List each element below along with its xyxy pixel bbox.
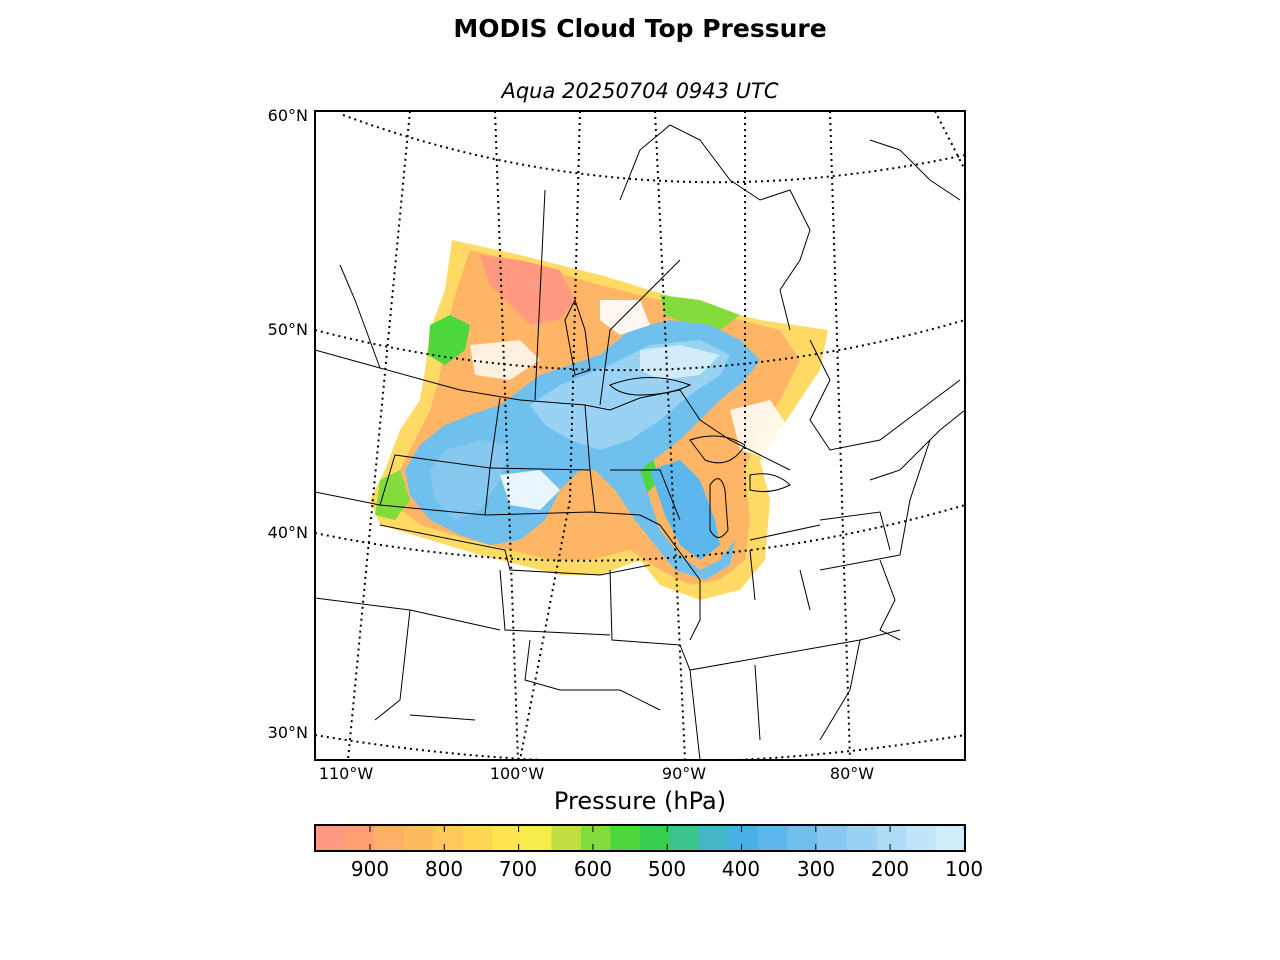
colorbar-segment xyxy=(905,825,937,851)
map-frame xyxy=(314,110,966,761)
figure-title: MODIS Cloud Top Pressure xyxy=(453,14,827,43)
graticule xyxy=(315,111,965,760)
lat-label-40: 40°N xyxy=(267,523,308,542)
lon-label-100w: 100°W xyxy=(489,764,545,783)
boundaries xyxy=(315,124,965,760)
colorbar-segment xyxy=(935,825,966,851)
colorbar-tick-label: 500 xyxy=(647,857,687,881)
colorbar-segment xyxy=(374,825,405,851)
lat-label-50: 50°N xyxy=(267,320,308,339)
colorbar-segment xyxy=(403,825,434,851)
colorbar-segment xyxy=(315,825,346,851)
colorbar-segment xyxy=(699,825,730,851)
colorbar-tick-label: 700 xyxy=(498,857,538,881)
colorbar-tick-label: 900 xyxy=(350,857,390,881)
cloud-field xyxy=(370,240,828,600)
colorbar-tick-label: 200 xyxy=(870,857,910,881)
colorbar-tick-label: 100 xyxy=(944,857,984,881)
colorbar-segment xyxy=(492,825,523,851)
colorbar-tick-label: 800 xyxy=(424,857,464,881)
colorbar-segment xyxy=(521,825,552,851)
colorbar xyxy=(314,824,966,852)
colorbar-title: Pressure (hPa) xyxy=(553,787,727,815)
colorbar-tick-label: 400 xyxy=(721,857,761,881)
colorbar-segment xyxy=(817,825,848,851)
colorbar-segment xyxy=(669,825,700,851)
colorbar-tick-label: 300 xyxy=(796,857,836,881)
colorbar-segment xyxy=(462,825,493,851)
colorbar-segment xyxy=(787,825,818,851)
lon-label-90w: 90°W xyxy=(661,764,707,783)
colorbar-segment xyxy=(551,825,582,851)
colorbar-segment xyxy=(640,825,671,851)
colorbar-segment xyxy=(876,825,907,851)
colorbar-segment xyxy=(758,825,789,851)
colorbar-segment xyxy=(433,825,464,851)
colorbar-tick-label: 600 xyxy=(573,857,613,881)
figure-subtitle: Aqua 20250704 0943 UTC xyxy=(501,79,779,103)
colorbar-segment xyxy=(846,825,877,851)
lon-label-80w: 80°W xyxy=(829,764,875,783)
colorbar-frame xyxy=(314,824,966,852)
colorbar-segment xyxy=(728,825,759,851)
lon-label-110w: 110°W xyxy=(318,764,374,783)
lat-label-60: 60°N xyxy=(267,106,308,125)
colorbar-segment xyxy=(610,825,641,851)
lat-label-30: 30°N xyxy=(267,723,308,742)
colorbar-segment xyxy=(580,825,612,851)
